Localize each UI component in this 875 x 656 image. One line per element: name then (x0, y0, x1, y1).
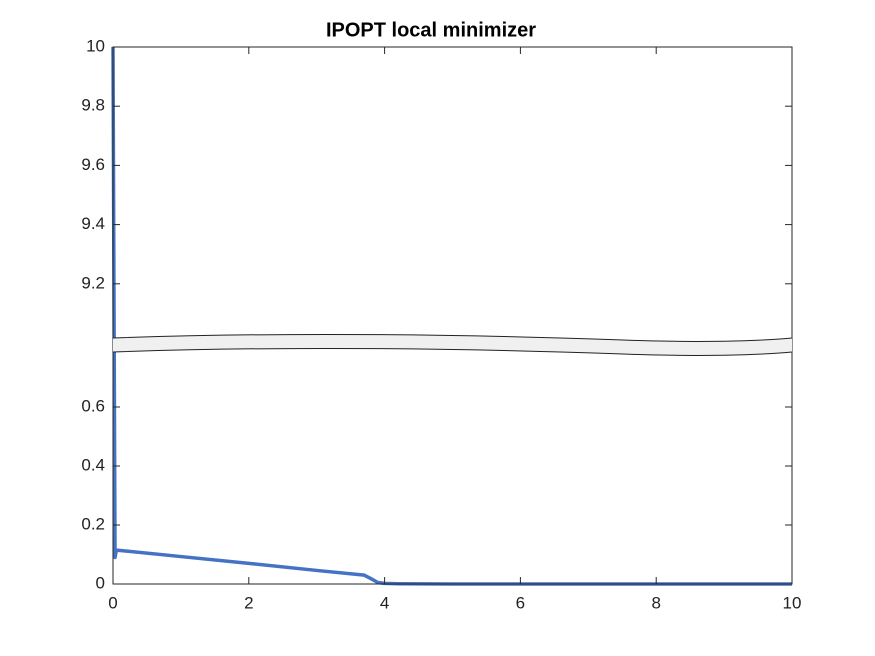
chart-title: IPOPT local minimizer (326, 19, 536, 41)
y-tick-label: 9.8 (81, 96, 105, 115)
y-tick-label: 9.2 (81, 273, 105, 292)
y-tick-label: 0 (96, 573, 105, 592)
x-tick-label: 6 (516, 593, 525, 612)
axes-box (112, 46, 793, 585)
y-tick-label: 9.4 (81, 214, 105, 233)
x-tick-label: 4 (380, 593, 389, 612)
y-tick-label: 0.2 (81, 514, 105, 533)
x-tick-label: 2 (244, 593, 253, 612)
x-tick-label: 10 (783, 593, 802, 612)
y-tick-label: 9.6 (81, 155, 105, 174)
axis-break-edge (112, 333, 793, 356)
y-tick-label: 10 (86, 36, 105, 55)
axis-break (113, 334, 792, 356)
x-tick-label: 0 (108, 593, 117, 612)
y-tick-label: 0.4 (81, 455, 105, 474)
x-tick-label: 8 (651, 593, 660, 612)
y-tick-label: 0.6 (81, 396, 105, 415)
